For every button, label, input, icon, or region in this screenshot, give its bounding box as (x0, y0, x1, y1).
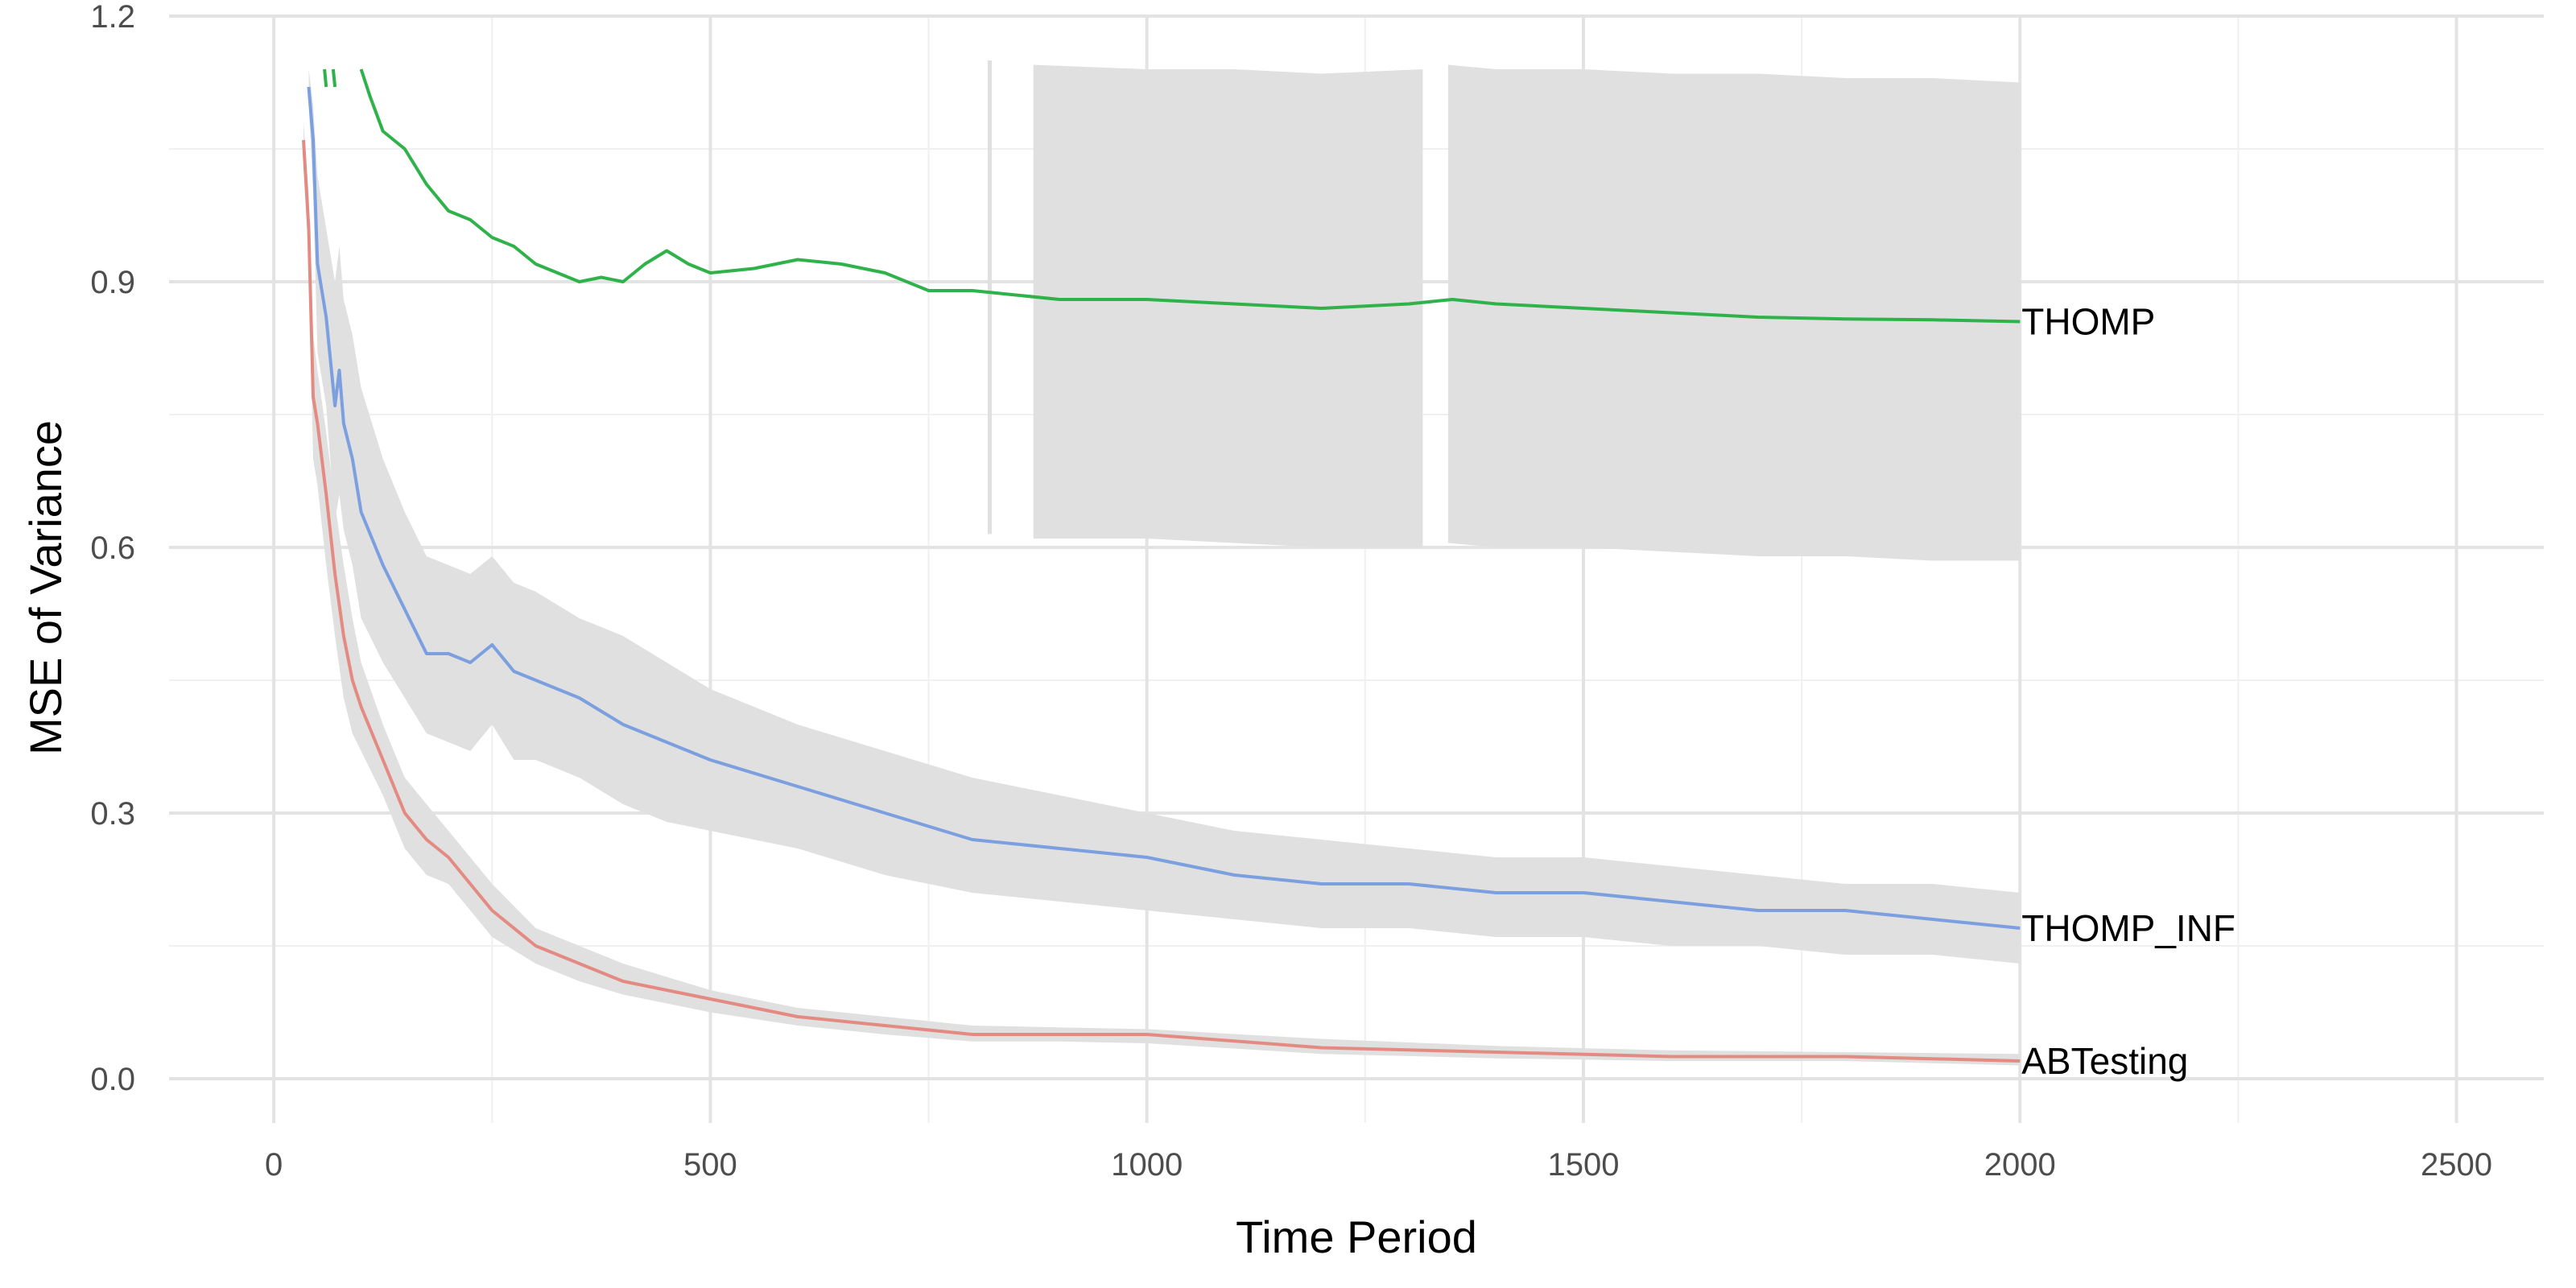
x-tick-label: 1500 (1547, 1147, 1619, 1183)
x-axis-title: Time Period (1236, 1212, 1477, 1262)
x-tick-label: 2000 (1984, 1147, 2056, 1183)
y-tick-label: 0.6 (90, 530, 135, 566)
x-tick-label: 1000 (1111, 1147, 1183, 1183)
x-tick-label: 2500 (2421, 1147, 2492, 1183)
series-lines (302, 68, 2021, 1063)
thomp-line-fragment (331, 68, 337, 88)
x-tick-label: 500 (683, 1147, 737, 1183)
abtesting-end-label: ABTesting (2021, 1040, 2188, 1082)
thomp-confidence-band (1447, 64, 2021, 561)
thomp-inf-line (307, 86, 2021, 930)
y-axis-title: MSE of Variance (20, 420, 71, 755)
confidence-bands (303, 60, 2021, 1066)
y-tick-label: 0.9 (90, 265, 135, 300)
y-tick-label: 1.2 (90, 0, 135, 35)
abtesting-line (302, 139, 2021, 1063)
thomp-inf-end-label: THOMP_INF (2021, 907, 2235, 949)
series-end-labels: ABTesting THOMP_INF THOMP (2021, 301, 2235, 1083)
thomp-line (359, 68, 2021, 324)
y-tick-label: 0.0 (90, 1062, 135, 1097)
y-axis-tick-labels: 0.0 0.3 0.6 0.9 1.2 (90, 0, 135, 1097)
x-tick-label: 0 (265, 1147, 283, 1183)
thomp-confidence-band (1033, 64, 1423, 547)
y-tick-label: 0.3 (90, 796, 135, 832)
thomp-line-fragment (323, 68, 328, 88)
thomp-end-label: THOMP (2021, 301, 2155, 343)
x-axis-tick-labels: 0 500 1000 1500 2000 2500 (265, 1147, 2492, 1183)
thomp-inf-confidence-band (308, 69, 2021, 964)
